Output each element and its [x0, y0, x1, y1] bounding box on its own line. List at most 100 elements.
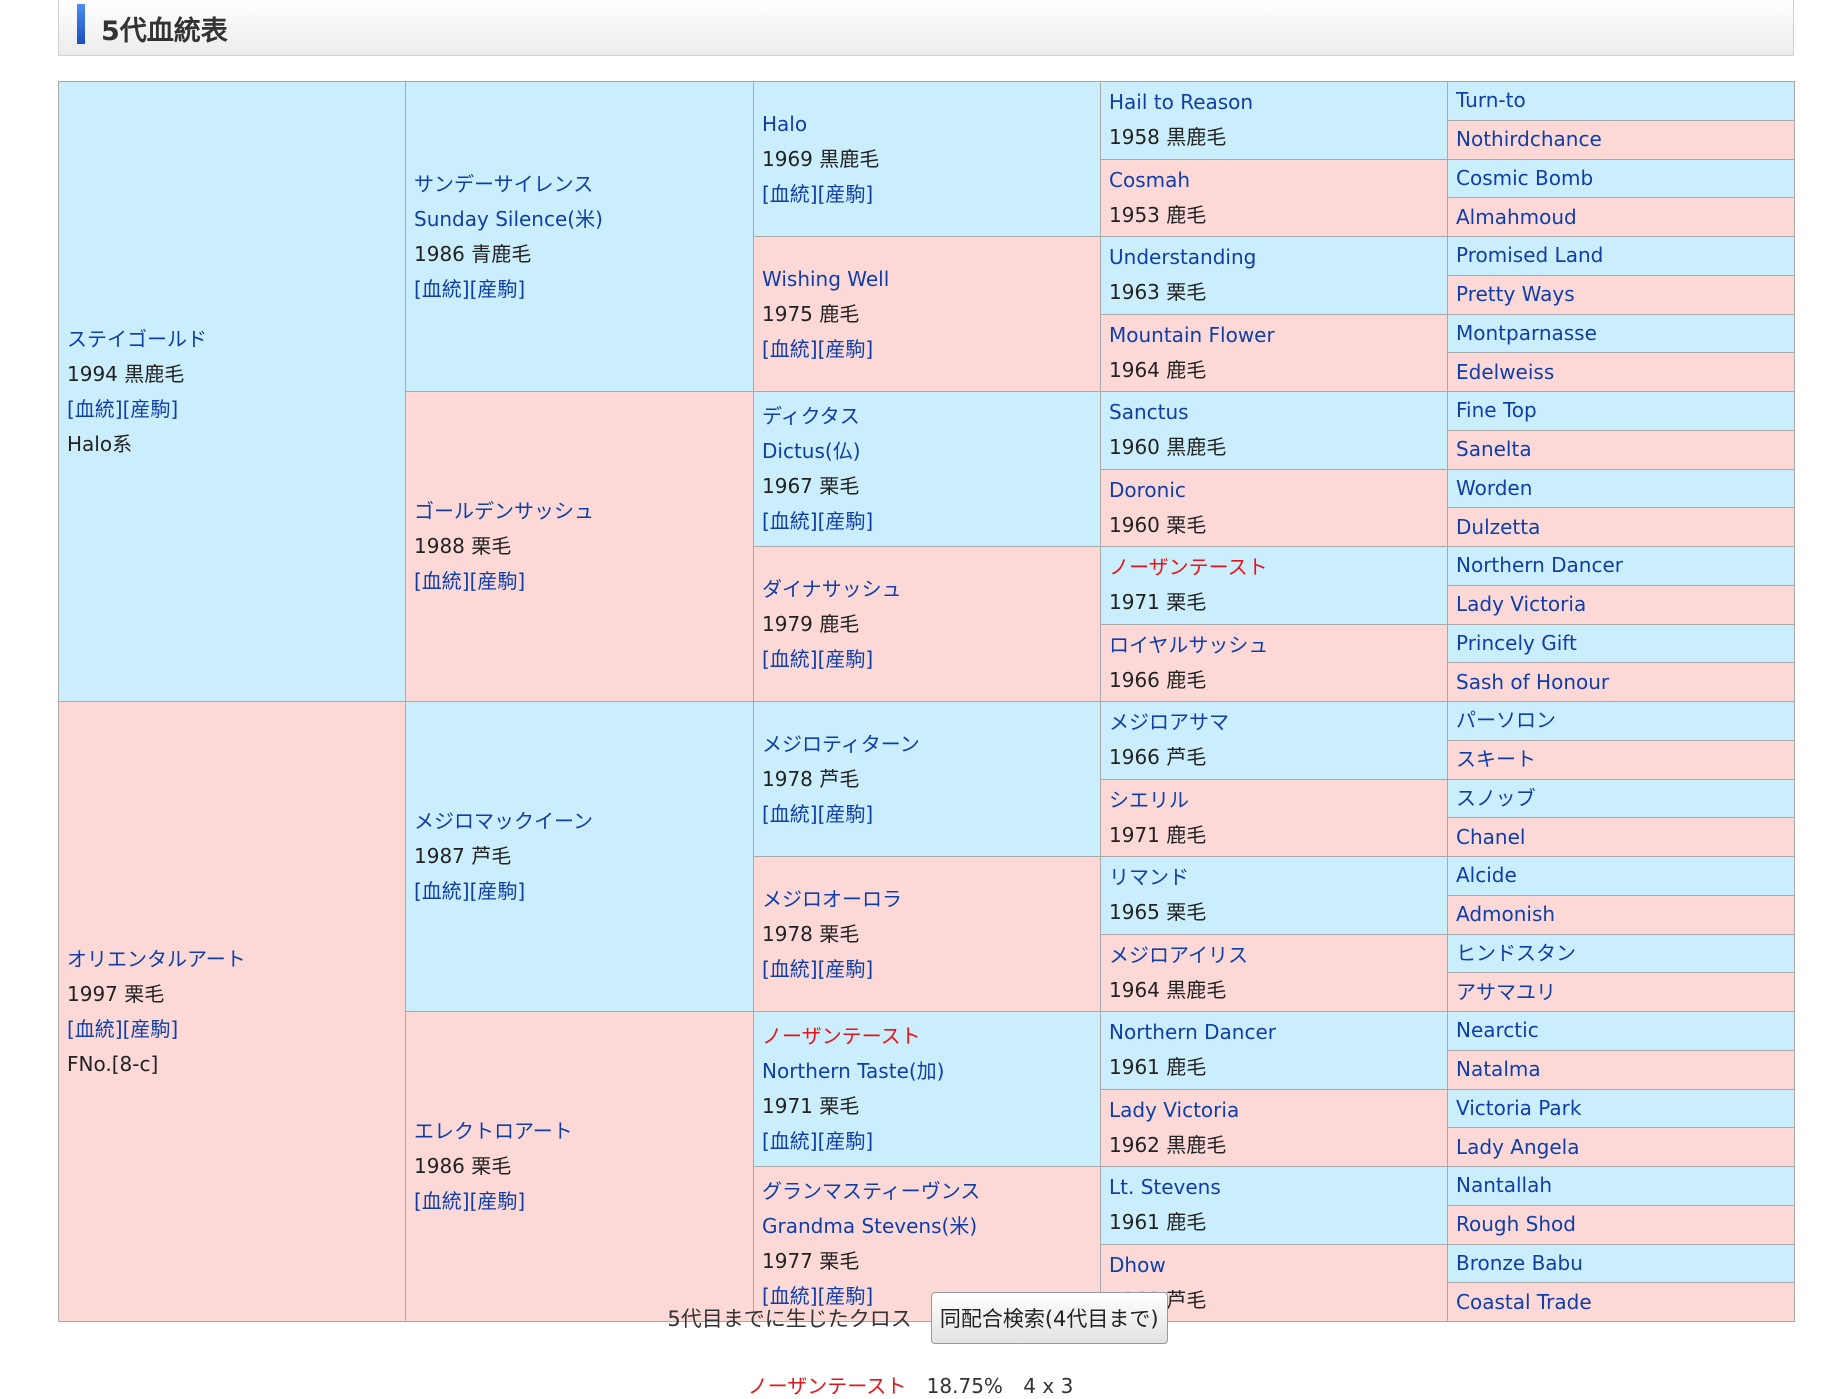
progeny-link[interactable]: [産駒] — [469, 879, 526, 903]
ancestor-name-link[interactable]: オリエンタルアート — [67, 946, 246, 971]
ancestor-name-link[interactable]: サンデーサイレンス — [414, 171, 594, 196]
ancestor-links: [血統][産駒] — [762, 642, 1092, 677]
ancestor-name-link[interactable]: Turn-to — [1456, 88, 1526, 113]
progeny-link[interactable]: [産駒] — [469, 276, 526, 301]
progeny-link[interactable]: [産駒] — [817, 181, 874, 206]
ancestor-name-link[interactable]: Northern Dancer — [1109, 1020, 1277, 1045]
ancestor-name-link[interactable]: Alcide — [1456, 863, 1517, 888]
ancestor-name-link[interactable]: ステイゴールド — [67, 326, 207, 351]
ancestor-name-link[interactable]: Northern Dancer — [1456, 553, 1624, 578]
ancestor-name-link[interactable]: エレクトロアート — [414, 1119, 573, 1143]
pedigree-link[interactable]: [血統] — [414, 276, 470, 301]
ancestor-name-link[interactable]: メジロティターン — [762, 731, 920, 756]
ancestor-name-link[interactable]: メジロマックイーン — [414, 809, 593, 833]
ancestor-name-link[interactable]: Cosmic Bomb — [1456, 165, 1594, 190]
progeny-link[interactable]: [産駒] — [817, 336, 874, 361]
progeny-link[interactable]: [産駒] — [122, 1016, 179, 1041]
ancestor-name-link[interactable]: Doronic — [1109, 477, 1186, 502]
progeny-link[interactable]: [産駒] — [817, 1284, 874, 1308]
progeny-link[interactable]: [産駒] — [817, 1129, 874, 1153]
ancestor-name-link[interactable]: Almahmoud — [1456, 204, 1577, 229]
ancestor-name-link[interactable]: Nothirdchance — [1456, 127, 1602, 152]
ancestor-name-link[interactable]: メジロオーロラ — [762, 886, 902, 911]
ancestor-name-link[interactable]: シエリル — [1109, 787, 1189, 812]
ancestor-name-link[interactable]: パーソロン — [1456, 708, 1556, 733]
ancestor-name-link[interactable]: Lt. Stevens — [1109, 1175, 1221, 1200]
ancestor-name-link[interactable]: ノーザンテースト — [762, 1024, 921, 1048]
progeny-link[interactable]: [産駒] — [469, 569, 526, 593]
ancestor-name-link[interactable]: ヒンドスタン — [1456, 940, 1576, 965]
ancestor-name-link[interactable]: Lady Angela — [1456, 1134, 1580, 1159]
ancestor-name-link[interactable]: アサマユリ — [1456, 979, 1556, 1004]
ancestor-name-link[interactable]: Coastal Trade — [1456, 1289, 1592, 1314]
ancestor-name-link[interactable]: Sash of Honour — [1456, 669, 1610, 694]
ancestor-name-link[interactable]: Worden — [1456, 475, 1533, 500]
pedigree-link[interactable]: [血統] — [762, 336, 818, 361]
pedigree-link[interactable]: [血統] — [67, 1016, 123, 1041]
ancestor-name-link[interactable]: Admonish — [1456, 902, 1556, 927]
ancestor-name-link[interactable]: ノーザンテースト — [1109, 555, 1268, 580]
ancestor-name-link[interactable]: Dulzetta — [1456, 514, 1541, 539]
ancestor-name-link[interactable]: Montparnasse — [1456, 320, 1597, 345]
ancestor-name-link[interactable]: グランマスティーヴンス — [762, 1179, 981, 1203]
same-mating-search-button[interactable]: 同配合検索(4代目まで) — [930, 1292, 1168, 1344]
pedigree-link[interactable]: [血統] — [414, 879, 470, 903]
progeny-link[interactable]: [産駒] — [817, 646, 874, 671]
pedigree-link[interactable]: [血統] — [762, 801, 818, 826]
ancestor-name-link[interactable]: Lady Victoria — [1456, 592, 1587, 617]
progeny-link[interactable]: [産駒] — [122, 396, 179, 421]
ancestor-name-link[interactable]: Sanelta — [1456, 437, 1532, 462]
ancestor-english-name-link[interactable]: Sunday Silence(米) — [414, 206, 603, 231]
ancestor-name-link[interactable]: Natalma — [1456, 1057, 1541, 1082]
pedigree-link[interactable]: [血統] — [762, 1129, 818, 1153]
pedigree-link[interactable]: [血統] — [762, 646, 818, 671]
ancestor-cell-gen4: Lt. Stevens 1961 鹿毛 — [1100, 1166, 1448, 1245]
ancestor-name-link[interactable]: Chanel — [1456, 824, 1526, 849]
ancestor-name-link[interactable]: Mountain Flower — [1109, 322, 1275, 347]
ancestor-name-link[interactable]: Hail to Reason — [1109, 90, 1254, 115]
ancestor-name-link[interactable]: Cosmah — [1109, 167, 1191, 192]
progeny-link[interactable]: [産駒] — [469, 1189, 526, 1213]
ancestor-name-link[interactable]: Fine Top — [1456, 398, 1537, 423]
pedigree-link[interactable]: [血統] — [762, 181, 818, 206]
pedigree-link[interactable]: [血統] — [414, 569, 470, 593]
cross-horse-link[interactable]: ノーザンテースト — [747, 1374, 907, 1398]
ancestor-name-link[interactable]: ダイナサッシュ — [762, 576, 902, 601]
ancestor-name-link[interactable]: Nantallah — [1456, 1173, 1553, 1198]
ancestor-name-link[interactable]: Princely Gift — [1456, 630, 1577, 655]
ancestor-english-name-link[interactable]: Grandma Stevens(米) — [762, 1214, 978, 1238]
ancestor-name-link[interactable]: Pretty Ways — [1456, 282, 1575, 307]
ancestor-name-link[interactable]: Wishing Well — [762, 266, 890, 291]
ancestor-name-link[interactable]: ロイヤルサッシュ — [1109, 632, 1269, 657]
ancestor-name-link[interactable]: メジロアサマ — [1109, 710, 1229, 735]
ancestor-name-link[interactable]: Nearctic — [1456, 1018, 1539, 1043]
progeny-link[interactable]: [産駒] — [817, 801, 874, 826]
ancestor-cell-gen4: Understanding 1963 栗毛 — [1100, 236, 1448, 315]
ancestor-name-link[interactable]: Dhow — [1109, 1252, 1166, 1277]
ancestor-name-link[interactable]: スノッブ — [1456, 785, 1536, 810]
pedigree-row: Nothirdchance — [59, 119, 1795, 160]
progeny-link[interactable]: [産駒] — [817, 956, 874, 981]
ancestor-name-link[interactable]: リマンド — [1109, 865, 1189, 890]
ancestor-name-link[interactable]: Rough Shod — [1456, 1212, 1576, 1237]
ancestor-name-link[interactable]: メジロアイリス — [1109, 942, 1248, 967]
progeny-link[interactable]: [産駒] — [817, 509, 874, 533]
ancestor-english-name-link[interactable]: Dictus(仏) — [762, 439, 861, 463]
pedigree-link[interactable]: [血統] — [414, 1189, 470, 1213]
ancestor-name-link[interactable]: ディクタス — [762, 404, 860, 428]
pedigree-link[interactable]: [血統] — [762, 1284, 818, 1308]
ancestor-name-link[interactable]: Bronze Babu — [1456, 1250, 1583, 1275]
ancestor-name-link[interactable]: Edelweiss — [1456, 359, 1555, 384]
ancestor-name-link[interactable]: Victoria Park — [1456, 1095, 1582, 1120]
ancestor-name-link[interactable]: ゴールデンサッシュ — [414, 499, 594, 523]
ancestor-name-link[interactable]: Sanctus — [1109, 400, 1189, 425]
ancestor-name-link[interactable]: Understanding — [1109, 245, 1257, 270]
pedigree-link[interactable]: [血統] — [762, 956, 818, 981]
ancestor-english-name-link[interactable]: Northern Taste(加) — [762, 1059, 945, 1083]
ancestor-name-link[interactable]: Halo — [762, 111, 808, 136]
ancestor-name-link[interactable]: スキート — [1456, 747, 1536, 772]
ancestor-name-link[interactable]: Lady Victoria — [1109, 1097, 1240, 1122]
pedigree-link[interactable]: [血統] — [67, 396, 123, 421]
pedigree-link[interactable]: [血統] — [762, 509, 818, 533]
ancestor-name-link[interactable]: Promised Land — [1456, 243, 1604, 268]
